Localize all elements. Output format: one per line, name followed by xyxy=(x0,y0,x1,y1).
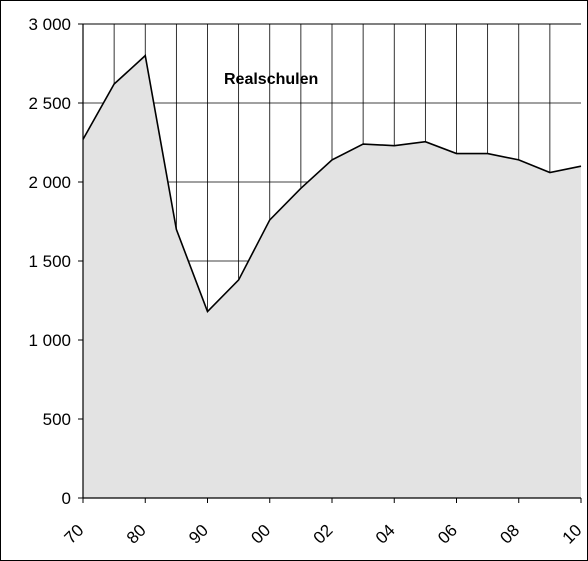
y-tick-label: 0 xyxy=(62,489,71,508)
y-tick-label: 2 000 xyxy=(28,173,71,192)
y-ticks: 0 500 1 000 1 500 2 000 2 500 3 000 xyxy=(28,15,83,508)
series-line xyxy=(82,54,582,314)
area-fill xyxy=(83,55,581,498)
x-tick-label: 90 xyxy=(185,521,212,548)
x-tick-label: 70 xyxy=(61,521,88,548)
y-tick-label: 1 000 xyxy=(28,331,71,350)
y-tick-label: 2 500 xyxy=(28,94,71,113)
x-tick-label: 06 xyxy=(434,521,461,548)
x-tick-label: 02 xyxy=(310,521,337,548)
x-ticks: 70 80 90 00 02 04 06 08 10 xyxy=(61,498,586,548)
x-tick-label: 10 xyxy=(559,521,586,548)
x-tick-label: 04 xyxy=(372,521,399,548)
y-tick-label: 500 xyxy=(43,410,71,429)
y-tick-label: 3 000 xyxy=(28,15,71,34)
x-tick-label: 00 xyxy=(247,521,274,548)
x-tick-label: 80 xyxy=(123,521,150,548)
x-tick-label: 08 xyxy=(496,521,523,548)
y-tick-label: 1 500 xyxy=(28,252,71,271)
chart-title: Realschulen xyxy=(224,71,318,88)
